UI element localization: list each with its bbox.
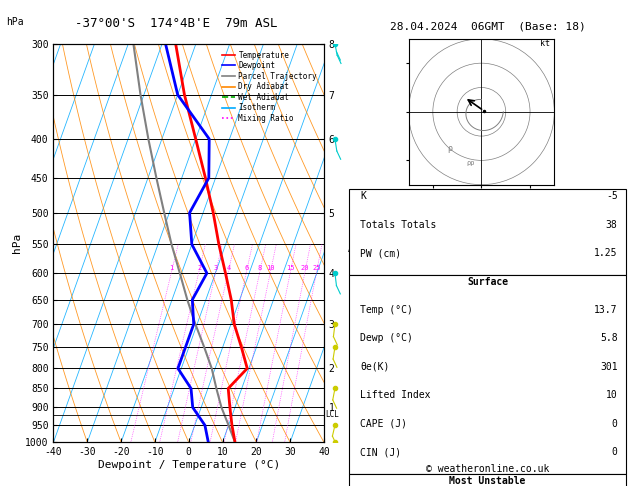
Legend: Temperature, Dewpoint, Parcel Trajectory, Dry Adiabat, Wet Adiabat, Isotherm, Mi: Temperature, Dewpoint, Parcel Trajectory… [218,48,320,126]
Y-axis label: hPa: hPa [13,233,22,253]
Text: Dewp (°C): Dewp (°C) [360,333,413,344]
Text: 0: 0 [611,419,618,429]
Text: -5: -5 [606,191,618,201]
Text: 8: 8 [258,265,262,271]
Text: 6: 6 [245,265,249,271]
Text: 25: 25 [313,265,321,271]
Text: ρ: ρ [447,144,452,153]
Text: 1.25: 1.25 [594,248,618,258]
Text: K: K [360,191,366,201]
Text: 28.04.2024  06GMT  (Base: 18): 28.04.2024 06GMT (Base: 18) [389,21,586,32]
Text: 10: 10 [606,390,618,400]
Text: LCL: LCL [325,410,339,419]
Text: 13.7: 13.7 [594,305,618,315]
Text: 2: 2 [197,265,201,271]
Text: Surface: Surface [467,277,508,287]
Text: 3: 3 [214,265,218,271]
Text: Lifted Index: Lifted Index [360,390,431,400]
Text: 10: 10 [267,265,275,271]
Text: 1: 1 [170,265,174,271]
Text: © weatheronline.co.uk: © weatheronline.co.uk [426,464,549,474]
Text: 301: 301 [600,362,618,372]
Text: 38: 38 [606,220,618,229]
Text: CIN (J): CIN (J) [360,448,401,457]
X-axis label: Dewpoint / Temperature (°C): Dewpoint / Temperature (°C) [97,460,280,470]
Y-axis label: km
ASL: km ASL [348,232,365,254]
Text: θe(K): θe(K) [360,362,389,372]
Text: kt: kt [540,39,550,48]
Text: Totals Totals: Totals Totals [360,220,437,229]
Bar [349,189,626,275]
Text: 20: 20 [301,265,309,271]
Bar [349,275,626,474]
Text: CAPE (J): CAPE (J) [360,419,407,429]
Text: PW (cm): PW (cm) [360,248,401,258]
Text: 0: 0 [611,448,618,457]
Text: 4: 4 [226,265,231,271]
Text: Most Unstable: Most Unstable [449,476,526,486]
Text: 15: 15 [286,265,295,271]
Text: ρρ: ρρ [467,160,476,166]
Text: 5.8: 5.8 [600,333,618,344]
Text: -37°00'S  174°4B'E  79m ASL: -37°00'S 174°4B'E 79m ASL [75,17,277,30]
Text: hPa: hPa [6,17,24,27]
Bar [349,474,626,486]
Text: Temp (°C): Temp (°C) [360,305,413,315]
